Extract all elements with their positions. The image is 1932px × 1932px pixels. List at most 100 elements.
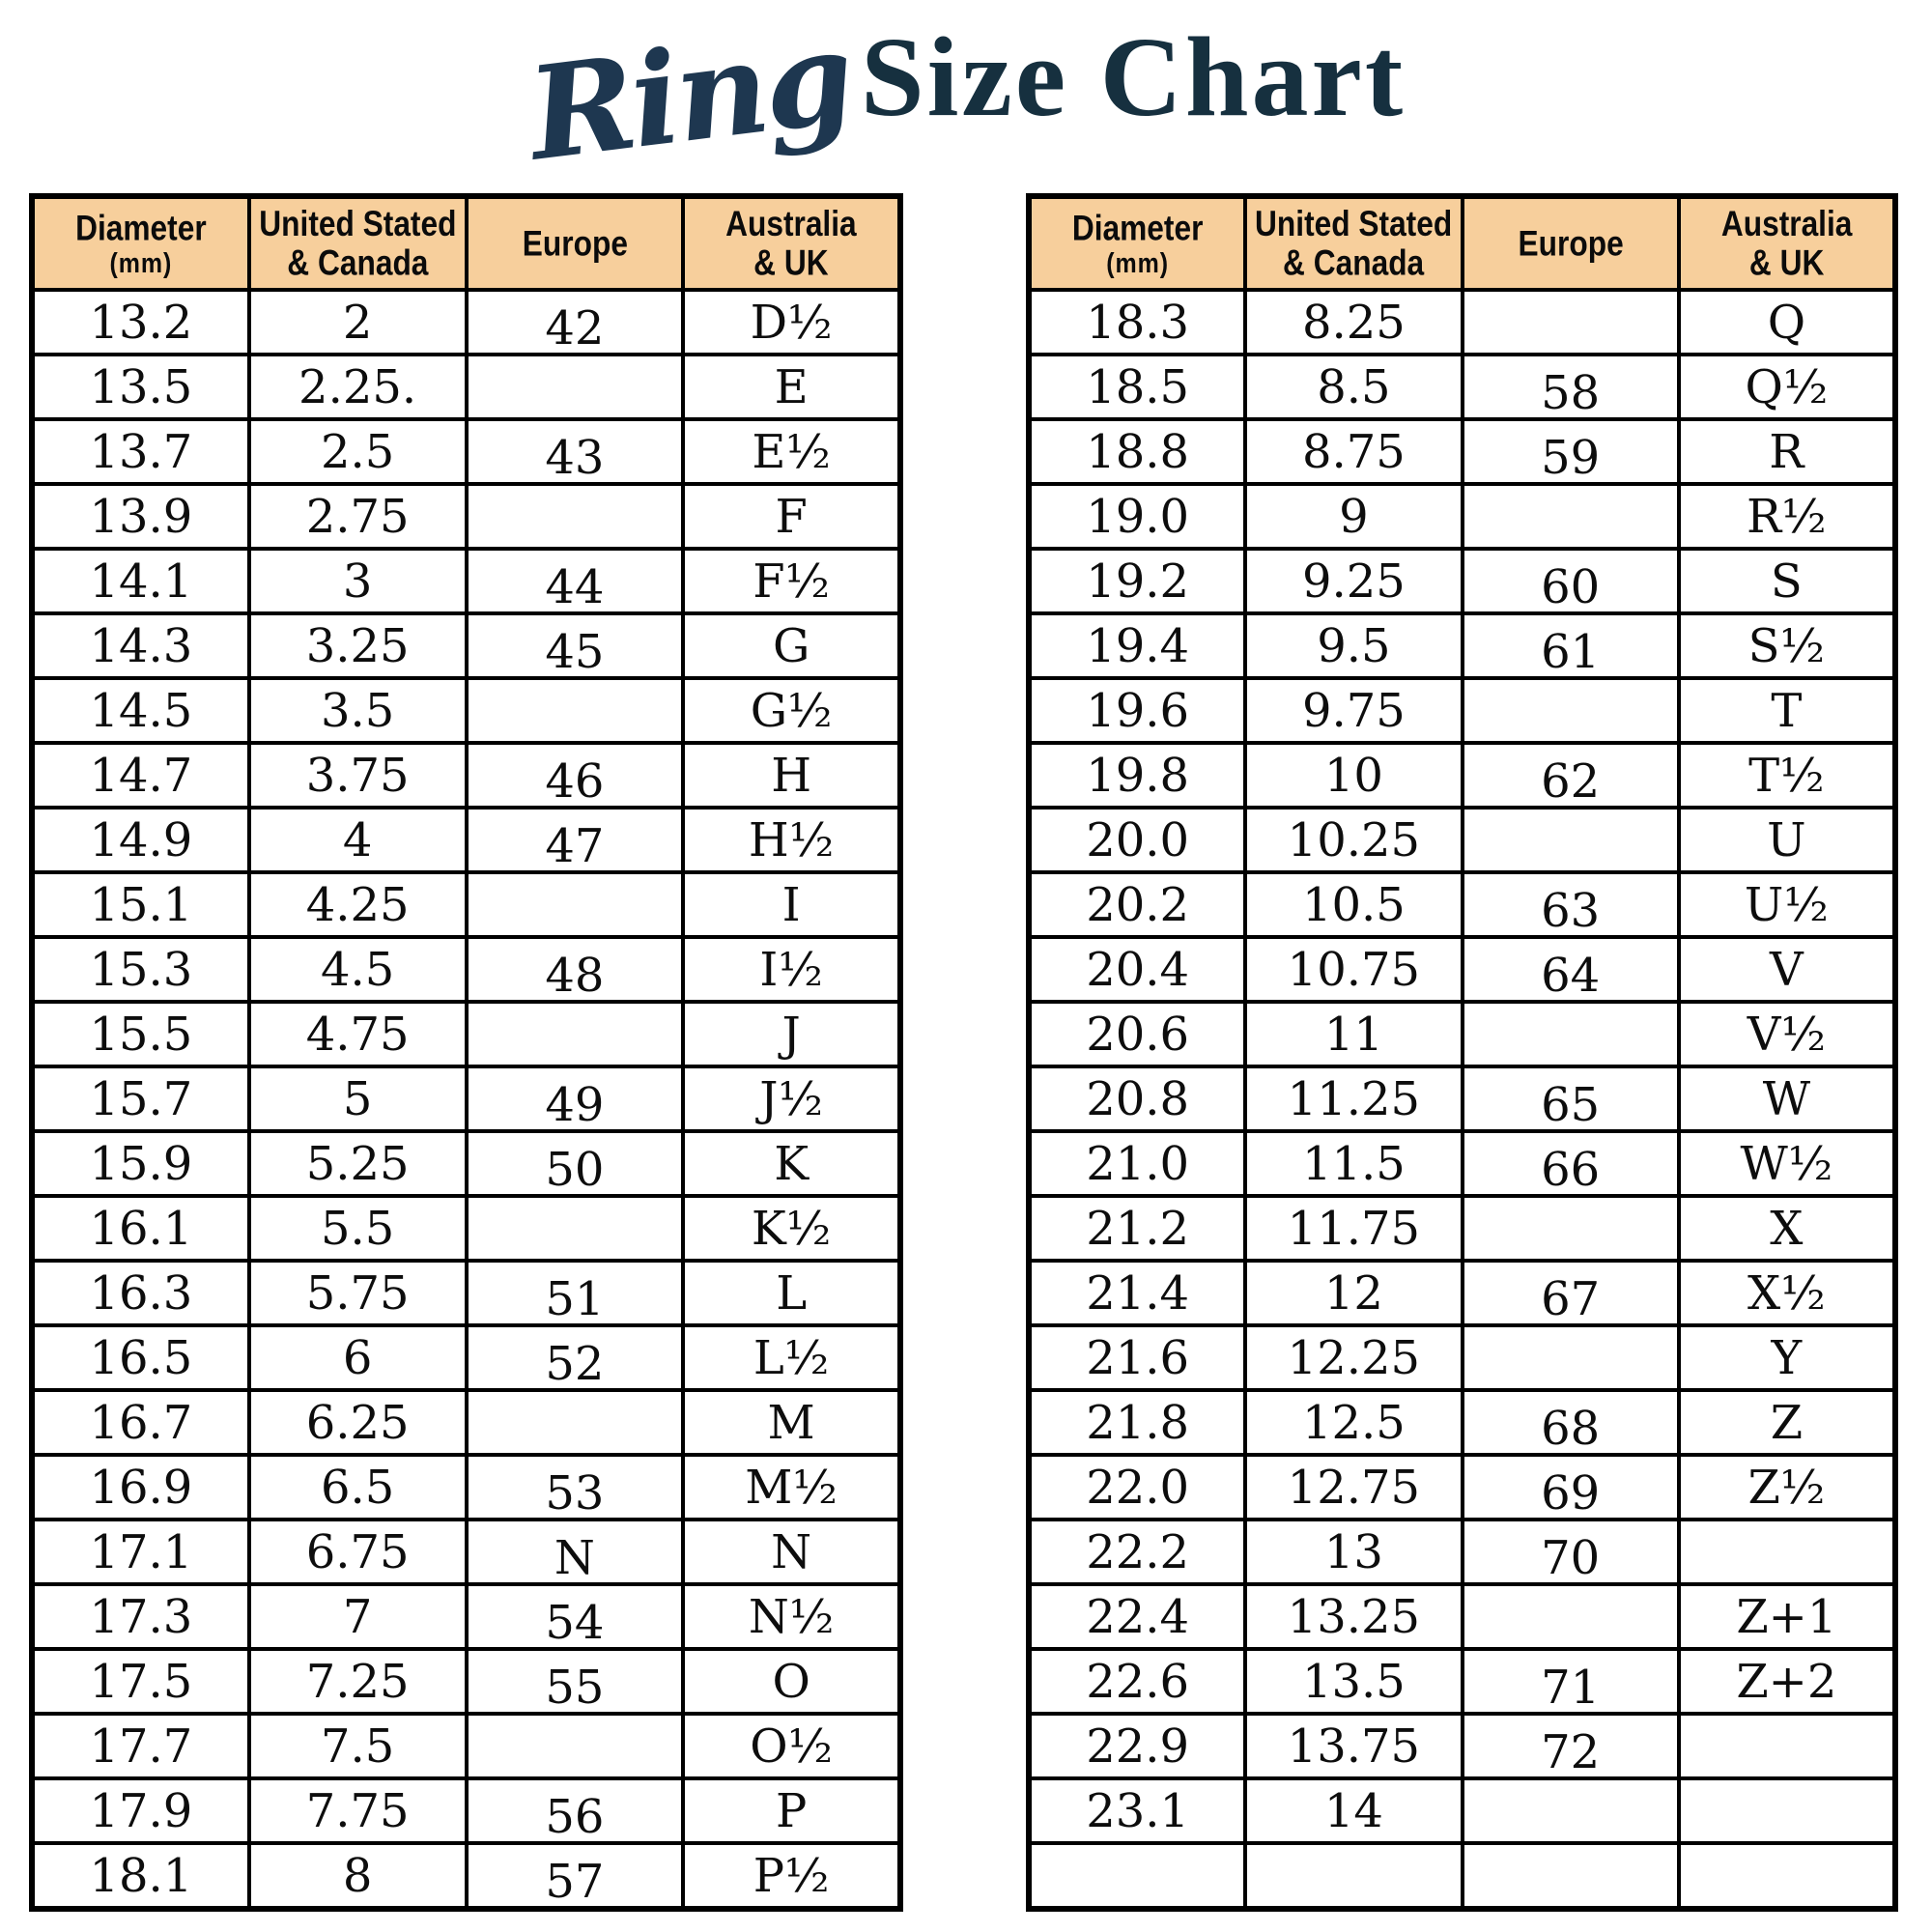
cell-us-canada: 9.25	[1243, 547, 1464, 615]
cell-us-canada: 4.75	[246, 1000, 469, 1068]
cell-value: 6.25	[305, 1395, 410, 1450]
cell-australia-uk: U	[1676, 806, 1898, 874]
cell-diameter: 22.6	[1026, 1647, 1248, 1716]
cell-value: E½	[752, 424, 831, 479]
cell-value: 7	[342, 1589, 373, 1644]
cell-australia-uk: F	[681, 482, 902, 551]
cell-australia-uk: X	[1676, 1194, 1898, 1263]
header-line2: (mm)	[1106, 246, 1170, 279]
column-header-label: United Stated & Canada	[1254, 204, 1455, 282]
cell-australia-uk: W	[1676, 1065, 1898, 1133]
cell-europe	[1460, 1776, 1681, 1845]
cell-australia-uk: H	[681, 741, 902, 810]
cell-value: L	[776, 1265, 808, 1321]
cell-value: 17.9	[89, 1783, 193, 1838]
cell-value: L½	[753, 1330, 830, 1385]
cell-value: 2	[342, 295, 373, 350]
cell-europe: 60	[1460, 547, 1681, 615]
cell-australia-uk: Q½	[1676, 353, 1898, 421]
cell-diameter: 19.6	[1026, 676, 1248, 745]
cell-diameter	[1026, 1841, 1248, 1911]
cell-diameter: 18.5	[1026, 353, 1248, 421]
cell-europe	[1460, 1582, 1681, 1651]
cell-us-canada: 13.5	[1243, 1647, 1464, 1716]
cell-australia-uk: M½	[681, 1453, 902, 1521]
cell-value: 20.6	[1086, 1007, 1190, 1062]
cell-value: 66	[1541, 1142, 1601, 1196]
cell-europe	[1460, 482, 1681, 551]
cell-value: 20.8	[1086, 1071, 1190, 1126]
cell-australia-uk: W½	[1676, 1129, 1898, 1198]
cell-value: 67	[1541, 1271, 1601, 1325]
cell-value: 16.7	[89, 1395, 193, 1450]
cell-value: 56	[545, 1789, 605, 1843]
cell-diameter: 15.3	[30, 935, 251, 1004]
column-header-label: Europe	[1470, 222, 1671, 264]
cell-europe	[464, 870, 686, 939]
cell-diameter: 17.5	[30, 1647, 251, 1716]
table-row: 16.9 6.5 53 M½	[30, 1453, 902, 1521]
cell-value: 48	[545, 948, 605, 1002]
cell-value: 49	[545, 1077, 605, 1131]
cell-value: 71	[1541, 1660, 1601, 1714]
cell-value: 52	[545, 1336, 605, 1390]
cell-value: Z+1	[1736, 1589, 1837, 1644]
cell-us-canada: 7	[246, 1582, 469, 1651]
cell-value: G	[772, 618, 810, 673]
cell-value: 45	[545, 624, 605, 678]
cell-value: 17.7	[89, 1719, 193, 1774]
cell-value: 20.4	[1086, 942, 1190, 997]
cell-diameter: 14.5	[30, 676, 251, 745]
cell-australia-uk: Z	[1676, 1388, 1898, 1457]
cell-australia-uk: N	[681, 1518, 902, 1586]
ring-size-table-right: Diameter (mm) United Stated & Canada Europe A…	[1026, 193, 1898, 1912]
header-line2: (mm)	[109, 246, 173, 279]
cell-value: 17.3	[89, 1589, 193, 1644]
cell-value: 60	[1541, 559, 1601, 613]
cell-europe	[464, 1712, 686, 1780]
cell-value: J	[781, 1007, 801, 1062]
cell-value: 10.75	[1287, 942, 1421, 997]
cell-value: 9	[1339, 489, 1369, 544]
cell-value: 5.5	[320, 1201, 395, 1256]
cell-europe: 49	[464, 1065, 686, 1133]
cell-diameter: 19.4	[1026, 611, 1248, 680]
cell-value: 11.75	[1287, 1201, 1421, 1256]
cell-diameter: 18.1	[30, 1841, 251, 1911]
cell-us-canada: 13.75	[1243, 1712, 1464, 1780]
cell-australia-uk: R	[1676, 417, 1898, 486]
cell-value: 43	[545, 430, 605, 484]
cell-value: 16.3	[89, 1265, 193, 1321]
cell-diameter: 21.2	[1026, 1194, 1248, 1263]
column-header-label: Australia & UK	[692, 204, 892, 282]
cell-value: 6.75	[305, 1524, 410, 1579]
cell-value: 21.0	[1086, 1136, 1190, 1191]
header-line1: Australia	[1720, 203, 1853, 243]
cell-value: 17.1	[89, 1524, 193, 1579]
cell-europe: 43	[464, 417, 686, 486]
cell-diameter: 20.2	[1026, 870, 1248, 939]
cell-us-canada: 6	[246, 1323, 469, 1392]
cell-value: N	[554, 1530, 595, 1584]
table-row: 20.4 10.75 64 V	[1026, 935, 1898, 1004]
cell-australia-uk: N½	[681, 1582, 902, 1651]
cell-europe: 62	[1460, 741, 1681, 810]
table-row: 23.1 14	[1026, 1776, 1898, 1845]
cell-value: N	[771, 1524, 812, 1579]
cell-value: 13.2	[89, 295, 193, 350]
table-row: 20.8 11.25 65 W	[1026, 1065, 1898, 1133]
cell-diameter: 16.9	[30, 1453, 251, 1521]
cell-value: 14.1	[89, 554, 193, 609]
cell-us-canada: 8.25	[1243, 288, 1464, 356]
cell-us-canada: 13	[1243, 1518, 1464, 1586]
cell-value: 23.1	[1086, 1783, 1190, 1838]
cell-value: 11.25	[1287, 1071, 1421, 1126]
cell-europe: N	[464, 1518, 686, 1586]
cell-diameter: 22.2	[1026, 1518, 1248, 1586]
cell-australia-uk: Z+2	[1676, 1647, 1898, 1716]
cell-value: 19.6	[1086, 683, 1190, 738]
cell-europe: 44	[464, 547, 686, 615]
table-row: 13.5 2.25. E	[30, 353, 902, 421]
header-line1: Europe	[1518, 222, 1624, 263]
cell-us-canada: 12.25	[1243, 1323, 1464, 1392]
